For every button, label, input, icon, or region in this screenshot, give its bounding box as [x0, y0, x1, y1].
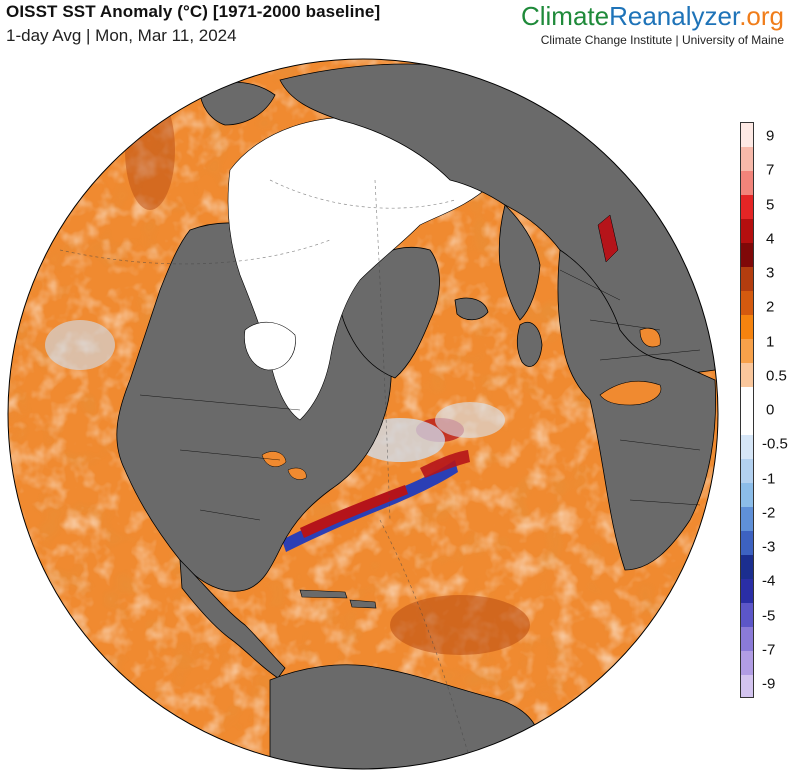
legend-swatch [741, 267, 753, 291]
legend-swatch [741, 507, 753, 531]
legend-label: -3 [762, 538, 776, 556]
legend-swatch [741, 579, 753, 603]
brand-block: ClimateReanalyzer.org Climate Change Ins… [521, 2, 784, 47]
greenland-land [339, 247, 440, 379]
legend-label: -4 [762, 572, 776, 590]
legend-swatch [741, 171, 753, 195]
legend-label: 1 [766, 333, 775, 350]
legend-swatch [741, 675, 753, 697]
legend-swatch [741, 627, 753, 651]
legend-label: -5 [762, 607, 776, 624]
legend-swatch [741, 387, 753, 411]
legend-swatch [741, 147, 753, 171]
legend-swatch [741, 651, 753, 675]
legend-label: 5 [766, 196, 775, 213]
legend-swatch [741, 555, 753, 579]
brand-affiliation: Climate Change Institute | University of… [540, 33, 784, 47]
legend-swatch [741, 243, 753, 267]
legend-label: 0 [766, 401, 775, 419]
legend-swatch [741, 531, 753, 555]
map-title: OISST SST Anomaly (°C) [1971-2000 baseli… [6, 2, 381, 21]
legend-swatch [741, 459, 753, 483]
europe-africa-land [557, 249, 716, 571]
legend-swatch [741, 315, 753, 339]
legend-label: -2 [762, 504, 776, 522]
legend-label: 2 [766, 298, 775, 316]
legend-label: -1 [762, 470, 776, 487]
legend-swatch [741, 363, 753, 387]
legend-label: 4 [766, 230, 775, 248]
legend-swatch [741, 195, 753, 219]
legend-swatch [741, 291, 753, 315]
map-subtitle: 1-day Avg | Mon, Mar 11, 2024 [6, 26, 237, 45]
globe-outline [7, 58, 719, 770]
legend-swatch [741, 219, 753, 243]
legend-swatch [741, 339, 753, 363]
legend-swatch [741, 603, 753, 627]
legend-swatch [741, 435, 753, 459]
legend-swatch [741, 483, 753, 507]
legend-label: -0.5 [762, 435, 788, 453]
legend-label: 0.5 [766, 367, 787, 385]
legend-label: 9 [766, 127, 775, 145]
legend-color-bar [740, 122, 754, 698]
legend-swatch [741, 411, 753, 435]
brand-logo[interactable]: ClimateReanalyzer.org [520, 1, 784, 31]
legend-label: -9 [762, 675, 776, 693]
legend-label: 3 [766, 264, 775, 282]
legend-label: -7 [762, 641, 776, 659]
legend-label: 7 [766, 161, 775, 179]
hot-anomaly-band [300, 485, 408, 538]
legend-swatch [741, 123, 753, 147]
